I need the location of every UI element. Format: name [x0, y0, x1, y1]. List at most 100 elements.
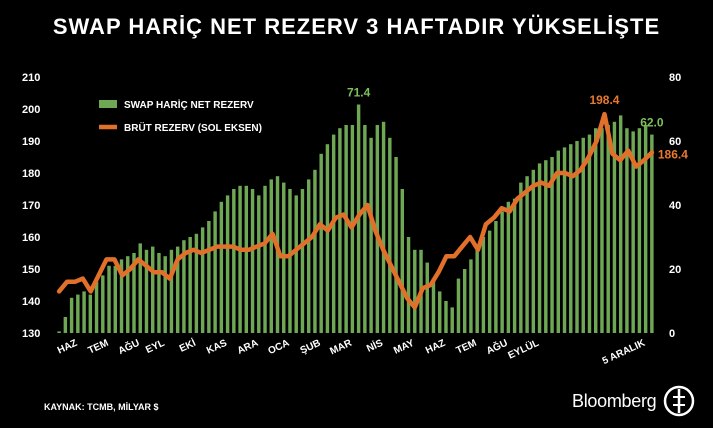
x-axis-tick-label: MAR: [328, 337, 354, 357]
bar: [207, 221, 211, 333]
x-axis-tick-label: AĞU: [116, 336, 142, 357]
bar: [107, 265, 111, 333]
left-axis-tick-label: 190: [22, 136, 40, 148]
bar: [625, 128, 629, 333]
bar: [512, 198, 517, 333]
x-axis-tick-label: 5 ARALIK: [601, 337, 648, 367]
bar: [388, 137, 392, 333]
bar: [525, 176, 529, 333]
bar: [232, 189, 236, 333]
bar: [263, 185, 267, 333]
bar: [269, 179, 273, 333]
bar: [113, 265, 117, 333]
right-axis-tick-label: 40: [669, 200, 681, 212]
x-axis-tick-label: NİS: [364, 336, 385, 355]
ht-logo-icon: [663, 385, 695, 417]
bar: [57, 331, 61, 333]
data-label: 198.4: [589, 93, 619, 107]
x-axis-tick-label: TEM: [87, 338, 111, 357]
bar: [456, 278, 461, 333]
bar: [238, 185, 242, 333]
bar: [594, 128, 598, 333]
bar: [306, 179, 311, 333]
bar: [544, 160, 548, 333]
bar: [587, 134, 592, 333]
bar: [169, 249, 174, 333]
bar: [138, 243, 142, 333]
bar: [338, 128, 342, 333]
bar: [182, 240, 186, 333]
bar: [225, 195, 230, 333]
bar: [200, 227, 205, 333]
bar: [294, 195, 298, 333]
bar: [631, 131, 635, 333]
bar: [431, 278, 436, 333]
bar: [119, 259, 124, 333]
x-axis-tick-label: ARA: [236, 338, 260, 357]
x-axis-tick-label: HAZ: [56, 338, 79, 357]
bar: [76, 294, 80, 333]
bar: [475, 246, 479, 333]
bar: [394, 157, 398, 333]
x-axis-tick-label: MAY: [392, 338, 416, 357]
bar: [537, 163, 542, 333]
bar: [250, 189, 255, 333]
bar: [325, 144, 330, 333]
legend-swatch-bar: [99, 100, 117, 108]
data-label: 71.4: [347, 86, 371, 100]
left-axis-tick-label: 150: [22, 264, 40, 276]
bar: [606, 125, 610, 333]
bar: [63, 317, 68, 333]
bar: [331, 134, 336, 333]
source-note: KAYNAK: TCMB, MİLYAR $: [44, 402, 159, 412]
left-axis-tick-label: 140: [22, 296, 40, 308]
chart-title: SWAP HARİÇ NET REZERV 3 HAFTADIR YÜKSELİ…: [52, 14, 661, 39]
bar: [637, 128, 642, 333]
bar: [444, 301, 448, 333]
bar: [506, 201, 511, 333]
bar: [144, 249, 149, 333]
bar: [469, 259, 473, 333]
bar: [650, 134, 654, 333]
bar: [600, 128, 604, 333]
bar: [575, 141, 579, 333]
bar: [194, 233, 199, 333]
bar: [494, 221, 498, 333]
bar: [500, 211, 504, 333]
left-axis-tick-label: 200: [22, 104, 40, 116]
x-axis-tick-label: AĞU: [484, 336, 510, 357]
bar: [363, 125, 367, 333]
bar: [569, 144, 573, 333]
x-axis-tick-label: TEM: [455, 338, 479, 357]
bar: [531, 169, 536, 333]
left-axis-tick-label: 210: [22, 72, 40, 84]
bar: [369, 137, 373, 333]
bar: [375, 125, 380, 333]
bar: [175, 246, 180, 333]
bar: [425, 262, 429, 333]
legend-label: SWAP HARİÇ NET REZERV: [124, 98, 254, 111]
bar: [450, 307, 454, 333]
x-axis-tick-label: OCA: [266, 338, 291, 357]
data-label: 62.0: [640, 116, 664, 130]
bar: [618, 115, 623, 334]
bar: [69, 297, 74, 333]
bloomberg-logo: Bloomberg: [572, 391, 657, 411]
bar: [244, 185, 249, 333]
right-axis-tick-label: 0: [669, 328, 675, 340]
bar: [219, 201, 224, 333]
bar: [400, 189, 405, 333]
bar: [132, 253, 136, 333]
x-axis-tick-label: ŞUB: [299, 338, 323, 357]
bar: [163, 256, 167, 333]
bar: [344, 125, 348, 333]
bar: [519, 182, 523, 333]
left-axis-tick-label: 180: [22, 168, 40, 180]
bar: [481, 237, 486, 333]
bar: [213, 211, 217, 333]
bar: [413, 249, 417, 333]
bar: [150, 246, 155, 333]
bar: [556, 150, 561, 333]
